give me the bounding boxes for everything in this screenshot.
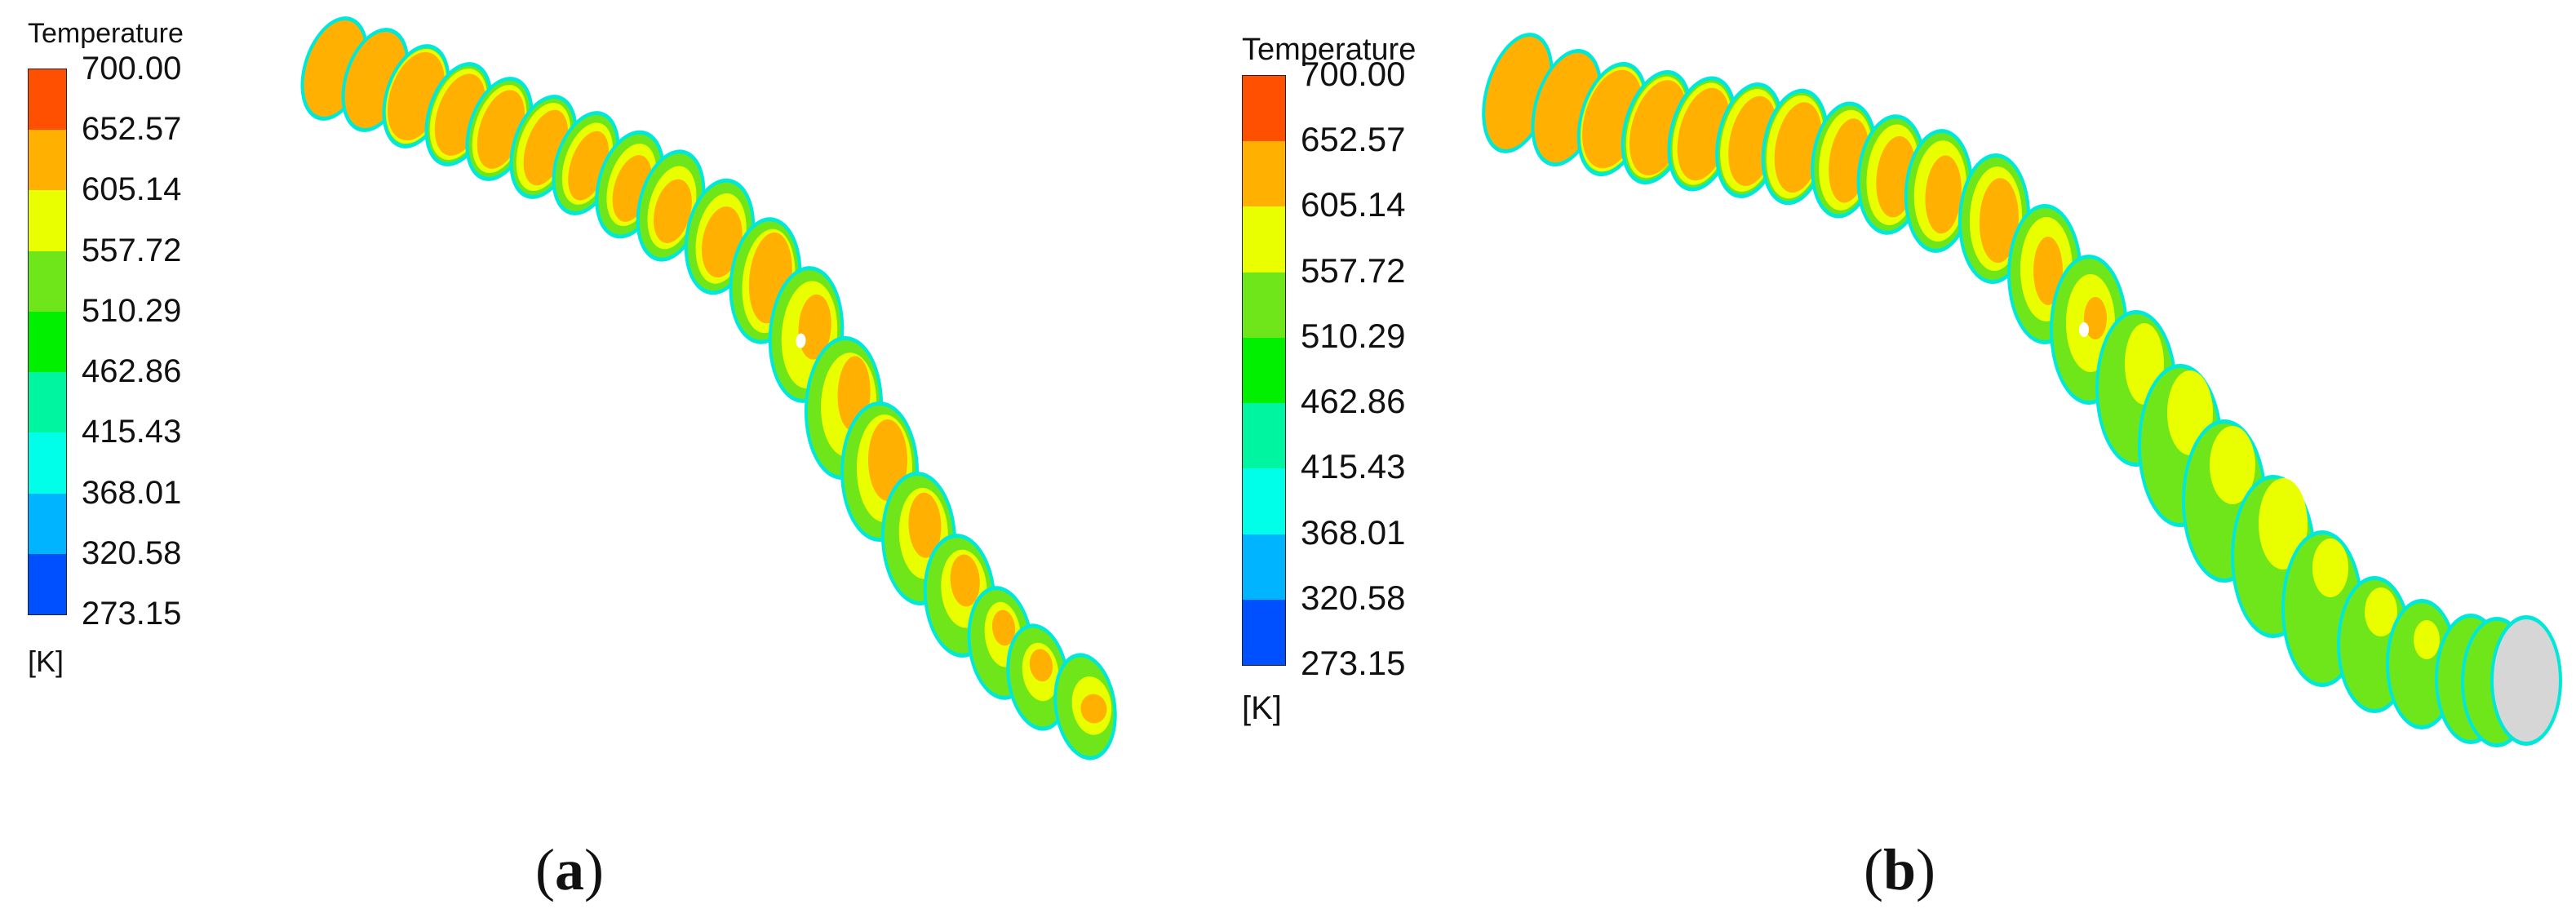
panel-label-a: (a) xyxy=(535,837,604,902)
legend-swatch-1 xyxy=(1243,141,1285,207)
legend-color-bar xyxy=(1242,75,1286,666)
legend-tick-label: 320.58 xyxy=(82,534,182,571)
legend-tick-label: 510.29 xyxy=(82,292,182,329)
panel-a: Temperature 700.00 652.57 605.14 557.72 510.… xyxy=(0,0,1224,922)
legend-tick-label: 273.15 xyxy=(82,596,182,632)
legend-swatch-8 xyxy=(1243,599,1285,665)
legend-tick-label: 605.14 xyxy=(1301,185,1406,224)
legend-title: Temperature xyxy=(1242,33,1417,67)
legend-unit: [K] xyxy=(28,645,64,678)
legend-swatch-4 xyxy=(1243,337,1285,404)
legend-swatch-1 xyxy=(29,130,66,191)
legend-swatch-5 xyxy=(1243,403,1285,469)
legend-swatch-2 xyxy=(1243,206,1285,273)
legend-swatch-6 xyxy=(29,432,66,494)
legend-tick-label: 557.72 xyxy=(82,232,182,268)
legend-tick-label: 415.43 xyxy=(1301,447,1406,486)
legend-swatch-0 xyxy=(1243,76,1285,142)
panel-b-slice xyxy=(1811,101,1878,219)
panel-b-slice xyxy=(2490,615,2562,746)
legend-swatch-5 xyxy=(29,372,66,433)
legend-swatch-3 xyxy=(29,250,66,312)
legend-swatch-8 xyxy=(29,553,66,614)
legend-tick-label: 700.00 xyxy=(1301,55,1406,93)
pipe-temperature-slices xyxy=(1482,33,2562,747)
legend-swatch-2 xyxy=(29,190,66,251)
legend-tick-label: 368.01 xyxy=(82,474,182,511)
legend-tick-label: 462.86 xyxy=(82,353,182,390)
panel-b: Temperature 700.00 652.57 605.14 557.72 510.… xyxy=(1224,0,2576,922)
legend-tick-label: 700.00 xyxy=(82,51,182,86)
legend-tick-label: 510.29 xyxy=(1301,316,1406,355)
panel-b-slice xyxy=(1904,129,1974,253)
legend-swatch-0 xyxy=(29,69,66,131)
legend-swatch-7 xyxy=(1243,534,1285,600)
legend-title: Temperature xyxy=(28,18,184,49)
legend-swatch-6 xyxy=(1243,468,1285,534)
legend-tick-label: 652.57 xyxy=(1301,120,1406,159)
legend-tick-label: 368.01 xyxy=(1301,512,1406,552)
legend-unit: [K] xyxy=(1242,690,1282,726)
legend-tick-label: 415.43 xyxy=(82,414,182,450)
panel-b-slice xyxy=(1761,88,1829,206)
panel-a-slice xyxy=(840,401,919,542)
panel-a-slice xyxy=(1006,623,1070,731)
legend-tick-label: 320.58 xyxy=(1301,578,1406,617)
panel-a-slice xyxy=(1053,653,1117,760)
legend-swatch-7 xyxy=(29,493,66,554)
legend-tick-label: 557.72 xyxy=(1301,250,1406,290)
legend-tick-label: 605.14 xyxy=(82,171,182,208)
legend-tick-label: 273.15 xyxy=(1301,644,1406,682)
legend-swatch-3 xyxy=(1243,272,1285,338)
panel-label-b: (b) xyxy=(1864,837,1936,902)
pipe-temperature-slices xyxy=(300,16,1117,760)
legend-tick-label: 462.86 xyxy=(1301,382,1406,421)
legend-color-bar xyxy=(28,69,67,615)
legend-tick-label: 652.57 xyxy=(82,111,182,148)
legend-swatch-4 xyxy=(29,311,66,373)
